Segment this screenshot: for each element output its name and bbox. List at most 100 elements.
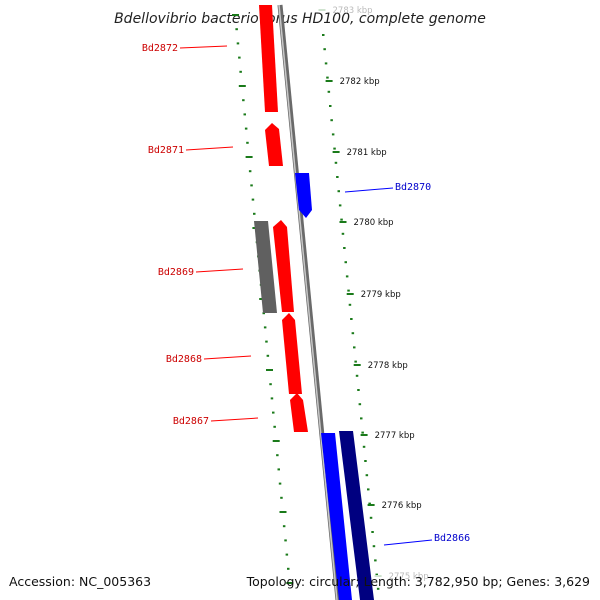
inner-track-dot bbox=[263, 326, 267, 329]
gene-bd2868[interactable] bbox=[282, 313, 302, 394]
tick-label: 2781 kbp bbox=[347, 148, 387, 158]
inner-track-dot bbox=[245, 156, 253, 158]
outer-track-dot bbox=[345, 275, 349, 278]
outer-track-dot bbox=[365, 474, 369, 477]
inner-track-dot bbox=[238, 85, 246, 87]
major-tick bbox=[318, 9, 326, 11]
major-tick bbox=[332, 151, 340, 153]
outer-scale-track: 2783 kbp 2782 kbp 2781 kbp 2780 kbp 2779 kbp… bbox=[318, 6, 429, 590]
inner-track-dot bbox=[278, 482, 282, 485]
gene-label-bd2871[interactable]: Bd2871 bbox=[148, 145, 184, 156]
gene-bd2870[interactable] bbox=[295, 173, 312, 218]
outer-track-dot bbox=[357, 389, 360, 391]
inner-track-dot bbox=[253, 212, 256, 215]
gene-bd2869-pseudo[interactable] bbox=[254, 221, 277, 313]
inner-track-dot bbox=[244, 127, 248, 130]
inner-track-dot bbox=[250, 184, 253, 187]
outer-track-dot bbox=[371, 531, 374, 533]
leader-bd2866 bbox=[383, 539, 433, 546]
major-tick bbox=[374, 575, 382, 577]
outer-track-dot bbox=[341, 232, 345, 235]
outer-track-dot bbox=[353, 346, 356, 349]
inner-track-dot bbox=[243, 113, 246, 116]
inner-track-dot bbox=[232, 14, 239, 16]
outer-track-dot bbox=[347, 289, 350, 292]
inner-track-dot bbox=[236, 42, 240, 45]
outer-track-dot bbox=[326, 76, 329, 79]
outer-track-dot bbox=[360, 417, 363, 420]
gene-label-bd2868[interactable]: Bd2868 bbox=[166, 354, 202, 365]
genome-backbone-highlight bbox=[278, 4, 338, 600]
leader-bd2872 bbox=[179, 45, 228, 49]
inner-track-dot bbox=[235, 28, 238, 31]
major-tick bbox=[360, 434, 368, 436]
accession-text: Accession: NC_005363 bbox=[9, 574, 151, 589]
inner-track-dot bbox=[239, 70, 242, 73]
outer-track-dot bbox=[364, 460, 367, 462]
inner-track-dot bbox=[265, 340, 268, 343]
leader-bd2869 bbox=[195, 268, 244, 273]
outer-track-dot bbox=[338, 204, 342, 207]
gene-bd2866[interactable] bbox=[321, 433, 352, 600]
outer-track-dot bbox=[330, 119, 333, 122]
genome-title: Bdellovibrio bacteriovorus HD100, comple… bbox=[114, 11, 486, 27]
inner-track-dot bbox=[273, 425, 276, 428]
gene-label-bd2870[interactable]: Bd2870 bbox=[395, 182, 431, 193]
gene-bd2871[interactable] bbox=[265, 123, 283, 166]
outer-track-dot bbox=[343, 247, 346, 249]
tick-label: 2778 kbp bbox=[368, 361, 408, 371]
leader-bd2871 bbox=[185, 146, 234, 151]
gene-label-bd2866[interactable]: Bd2866 bbox=[434, 533, 470, 544]
tick-label: 2780 kbp bbox=[354, 218, 394, 228]
inner-track-dot bbox=[272, 440, 280, 442]
inner-scale-track bbox=[232, 14, 294, 584]
gene-bd2872[interactable] bbox=[259, 5, 278, 112]
inner-track-dot bbox=[246, 141, 249, 144]
outer-track-dot bbox=[331, 133, 335, 136]
outer-track-dot bbox=[375, 573, 378, 576]
inner-track-dot bbox=[248, 170, 252, 173]
major-tick bbox=[339, 221, 347, 223]
inner-track-dot bbox=[284, 539, 287, 542]
outer-track-dot bbox=[361, 431, 364, 434]
outer-track-dot bbox=[337, 190, 340, 193]
outer-track-dot bbox=[358, 403, 362, 406]
inner-track-dot bbox=[285, 553, 289, 556]
inner-track-dot bbox=[269, 383, 272, 386]
inner-track-dot bbox=[279, 511, 287, 513]
outer-track-dot bbox=[354, 360, 357, 363]
outer-track-dot bbox=[374, 559, 377, 562]
inner-track-dot bbox=[282, 525, 286, 528]
tick-label: 2776 kbp bbox=[382, 501, 422, 511]
leader-bd2870 bbox=[344, 187, 394, 193]
inner-track-dot bbox=[276, 454, 279, 457]
inner-track-dot bbox=[277, 468, 280, 471]
outer-track-dot bbox=[372, 545, 376, 548]
outer-track-dot bbox=[333, 147, 336, 150]
outer-track-dot bbox=[348, 303, 352, 306]
inner-track-dot bbox=[272, 411, 275, 414]
outer-track-dot bbox=[367, 488, 370, 491]
tick-label: 2783 kbp bbox=[333, 6, 373, 16]
outer-track-dot bbox=[350, 318, 353, 320]
major-tick bbox=[367, 504, 375, 506]
outer-track-dot bbox=[362, 445, 366, 448]
outer-track-dot bbox=[355, 374, 359, 377]
inner-track-dot bbox=[270, 397, 274, 400]
gene-label-bd2867[interactable]: Bd2867 bbox=[173, 416, 209, 427]
tick-label: 2779 kbp bbox=[361, 290, 401, 300]
outer-track-dot bbox=[322, 34, 325, 36]
gene-bd2869[interactable] bbox=[273, 220, 294, 312]
outer-track-dot bbox=[369, 516, 373, 519]
gene-label-bd2872[interactable]: Bd2872 bbox=[142, 43, 178, 54]
genome-summary-text: Topology: circular; Length: 3,782,950 bp… bbox=[246, 574, 590, 589]
outer-track-dot bbox=[336, 176, 339, 178]
gene-label-bd2869[interactable]: Bd2869 bbox=[158, 267, 194, 278]
gene-bd2865[interactable] bbox=[339, 431, 374, 600]
inner-track-dot bbox=[286, 582, 294, 584]
inner-track-dot bbox=[242, 99, 245, 102]
outer-track-dot bbox=[334, 161, 338, 164]
inner-track-dot bbox=[251, 198, 255, 201]
gene-bd2867[interactable] bbox=[290, 393, 308, 432]
